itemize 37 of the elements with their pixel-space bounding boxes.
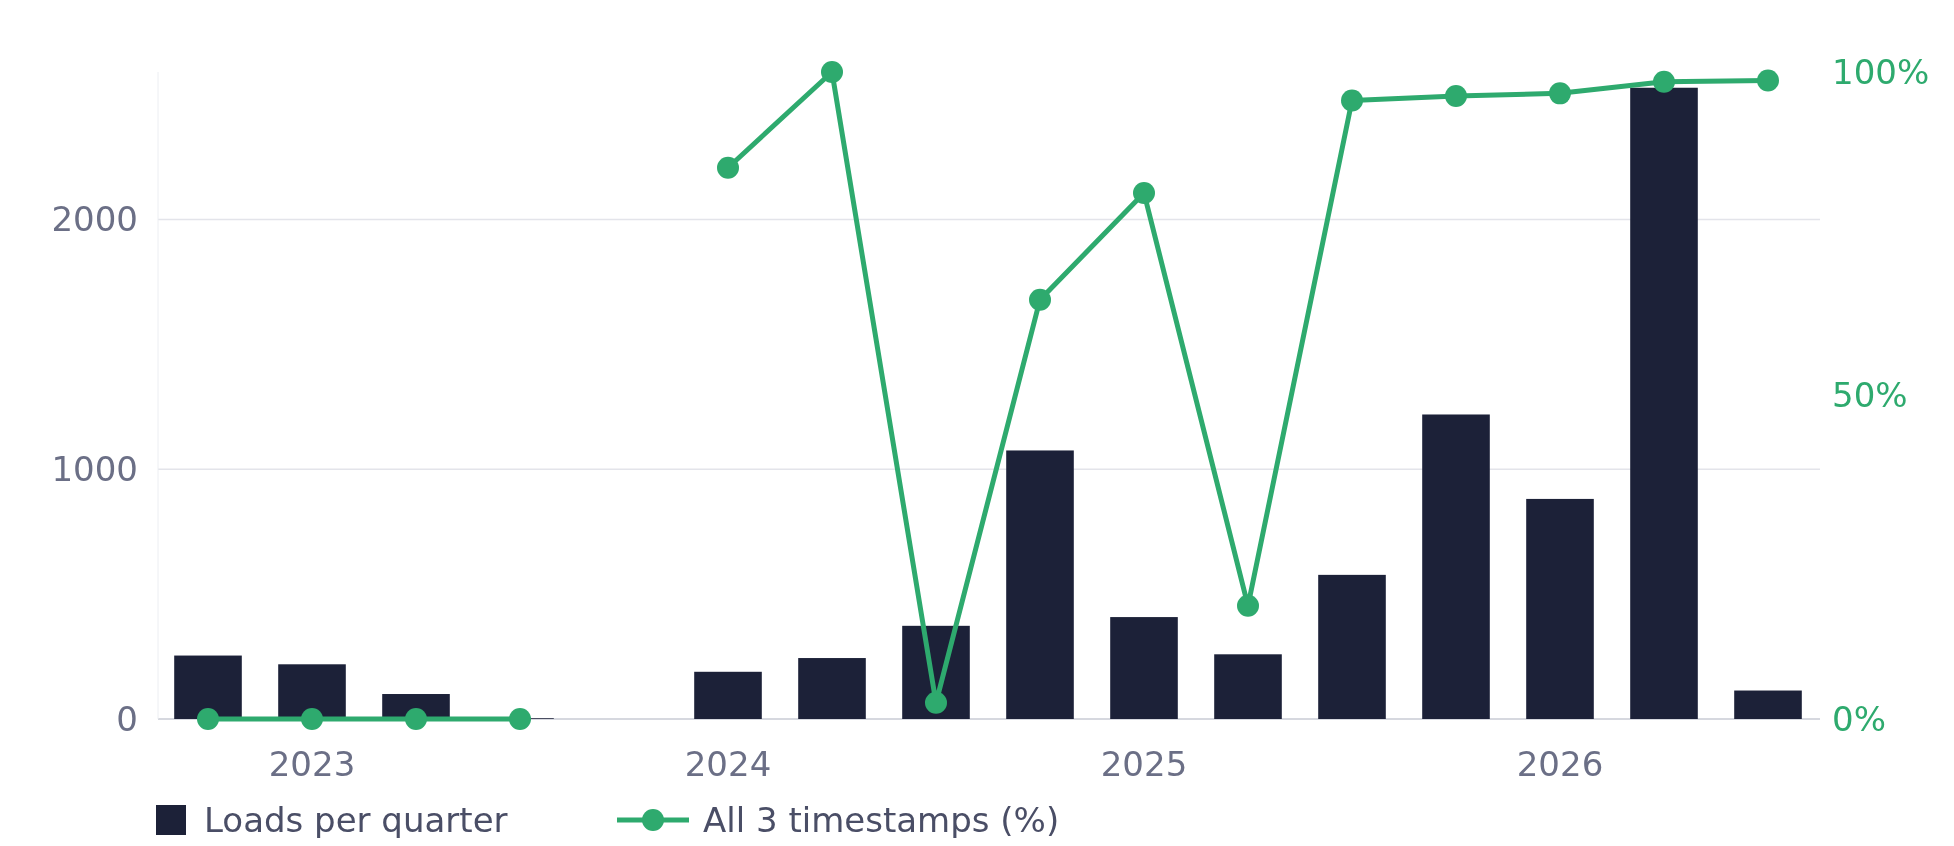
bar <box>1110 617 1178 719</box>
y-tick-label: 1000 <box>51 449 138 490</box>
bar <box>1422 414 1490 719</box>
y2-tick-label: 50% <box>1832 375 1908 416</box>
point <box>197 708 219 730</box>
y-tick-label: 0 <box>116 698 138 739</box>
y2-tick-label: 100% <box>1832 51 1930 92</box>
bar <box>278 664 346 719</box>
bar <box>1214 654 1282 719</box>
bar <box>1526 498 1594 719</box>
bar <box>1630 87 1698 719</box>
x-tick-label: 2025 <box>1100 744 1188 784</box>
point <box>717 156 739 179</box>
bar <box>798 658 866 719</box>
point <box>1757 69 1779 92</box>
bar <box>174 655 242 719</box>
bar <box>1318 574 1386 719</box>
bar <box>1006 450 1074 719</box>
point <box>1341 89 1363 112</box>
point <box>821 61 843 83</box>
x-tick-label: 2026 <box>1516 744 1604 784</box>
x-tick-label: 2024 <box>684 744 772 784</box>
point <box>509 708 531 730</box>
point <box>1133 181 1155 204</box>
point <box>405 708 427 730</box>
bar <box>1734 690 1802 719</box>
point <box>1237 594 1259 617</box>
y-tick-label: 2000 <box>51 199 138 240</box>
point <box>1029 288 1051 311</box>
point <box>1445 84 1467 107</box>
point <box>1549 82 1571 105</box>
x-tick-label: 2023 <box>268 744 356 784</box>
y2-tick-label: 0% <box>1832 698 1886 739</box>
point <box>1653 70 1675 93</box>
bar <box>694 671 762 719</box>
point <box>301 708 323 730</box>
point <box>925 691 947 714</box>
